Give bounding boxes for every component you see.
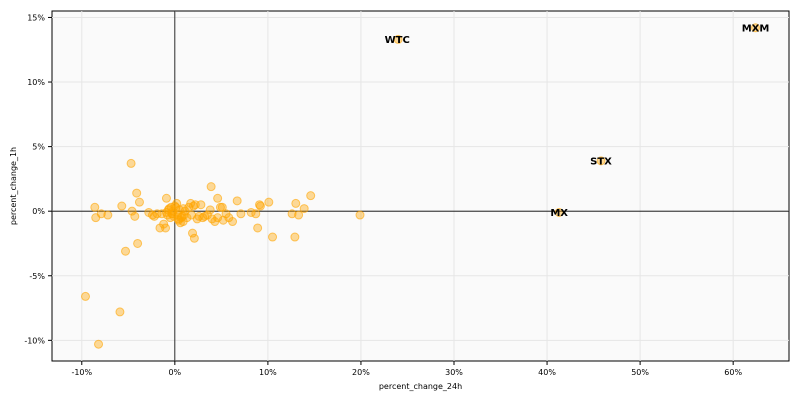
y-tick-label: 0% [32,207,45,216]
data-point [290,232,300,242]
data-point [264,197,274,207]
data-point [196,200,206,210]
data-point [188,228,198,238]
data-point [213,193,223,203]
x-tick-label: 50% [631,368,649,377]
data-point [206,182,216,192]
x-tick-label: 20% [352,368,370,377]
x-tick-label: 40% [538,368,556,377]
data-point [253,223,263,233]
data-point [90,202,100,212]
y-ticks: -10% -5% 0% 5% 10% 15% [24,13,52,345]
data-point [161,193,171,203]
point-annotation: STX [590,156,612,167]
data-point [178,217,188,227]
point-annotation: WTC [385,35,410,46]
y-tick-label: -10% [24,336,45,345]
data-point [126,158,136,168]
data-points [81,23,760,349]
data-point [236,209,246,219]
point-annotation: MXM [742,23,770,34]
y-tick-label: 10% [27,78,45,87]
data-point [167,209,177,219]
data-point [96,209,106,219]
data-point [174,214,184,224]
data-point [117,201,127,211]
y-tick-label: 15% [27,13,45,22]
data-point [268,232,278,242]
data-point [554,207,564,217]
data-point [294,210,304,220]
data-point [161,223,171,233]
x-tick-label: 0% [168,368,181,377]
data-point [81,291,90,301]
data-point [255,201,265,211]
data-point [152,209,162,219]
x-tick-label: 30% [445,368,463,377]
data-point [393,34,403,44]
data-point [228,217,238,227]
data-point [287,209,297,219]
data-point [299,204,309,214]
data-point [130,211,140,221]
data-point [94,339,104,349]
x-tick-label: 60% [724,368,742,377]
point-annotation: MX [550,208,568,219]
plot-area [51,10,790,362]
data-point [115,307,125,317]
y-axis-label: percent_change_1h [9,147,18,225]
data-point [127,206,137,216]
data-point [291,198,301,208]
data-point [103,210,113,220]
x-axis-label: percent_change_24h [379,382,462,391]
data-point [251,209,261,219]
data-point [134,197,144,207]
data-point [306,191,316,201]
x-tick-label: 10% [259,368,277,377]
data-point [232,196,242,206]
data-point [205,205,215,215]
y-tick-label: 5% [32,143,45,152]
data-point [355,210,365,220]
data-point [121,246,131,256]
data-point [751,23,760,33]
data-point [596,156,606,166]
y-tick-label: -5% [29,272,45,281]
x-ticks: -10% 0% 10% 20% 30% 40% 50% 60% [71,361,742,377]
data-point [132,188,142,198]
data-point [133,238,143,248]
x-tick-label: -10% [71,368,92,377]
annotations: MXM WTC STX MX [385,23,770,219]
data-point [217,202,227,212]
data-point [189,233,199,243]
